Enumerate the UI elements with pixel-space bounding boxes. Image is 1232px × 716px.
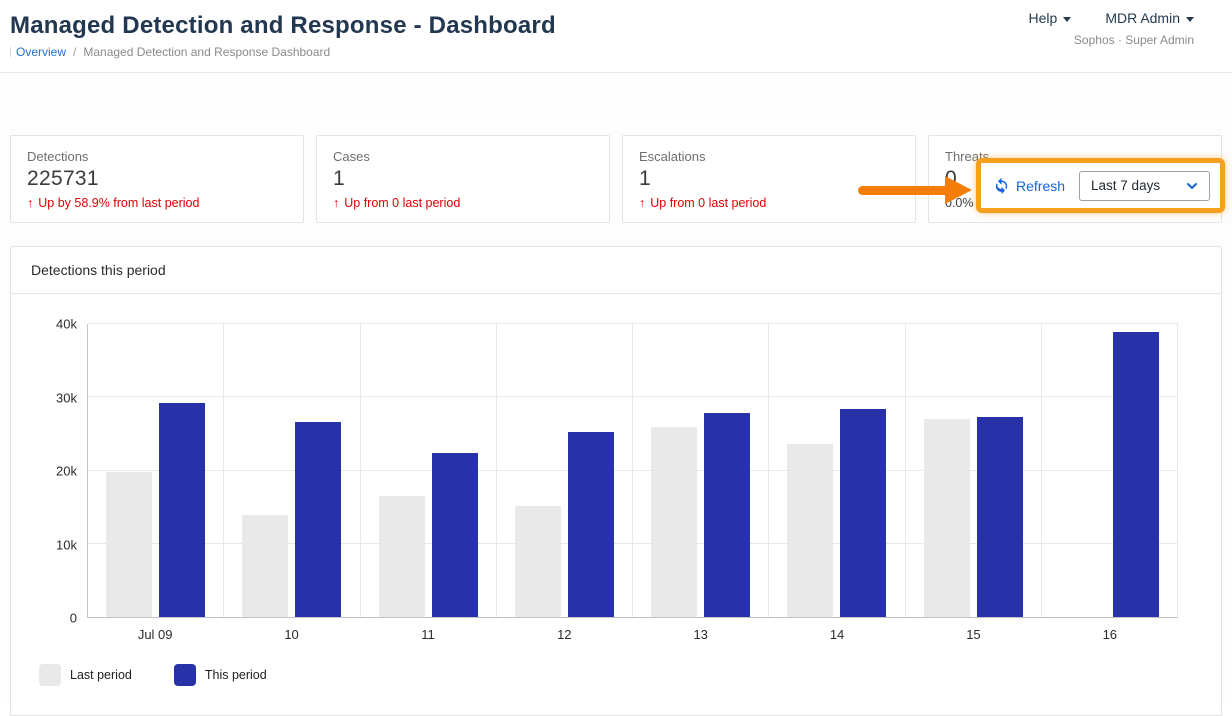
detections-bar-chart: 0 10k 20k 30k 40k Jul 09 10 11 12 13 14 15 16 <box>11 294 1221 650</box>
bar-last-period <box>787 444 834 617</box>
x-tick-label: Jul 09 <box>137 626 173 642</box>
bar-last-period <box>106 471 153 617</box>
content-area: Refresh Last 7 days Detections 225731 Up… <box>0 73 1232 716</box>
legend-item: This period <box>173 664 267 686</box>
bar-last-period <box>514 505 561 617</box>
bar-this-period <box>431 452 478 617</box>
refresh-button[interactable]: Refresh <box>993 177 1065 194</box>
account-menu[interactable]: MDR Admin <box>1105 10 1194 26</box>
period-dropdown[interactable]: Last 7 days <box>1079 170 1210 201</box>
bar-group <box>906 324 1042 617</box>
x-tick-label: 13 <box>693 626 708 642</box>
breadcrumb-link-overview[interactable]: Overview <box>16 45 67 59</box>
bar-group <box>88 324 225 617</box>
breadcrumb-current: Managed Detection and Response Dashboard <box>83 45 331 59</box>
help-menu-label: Help <box>1028 10 1058 26</box>
legend-label: This period <box>204 668 267 682</box>
annotation-arrow-shaft <box>858 185 946 195</box>
card-delta: Up by 58.9% from last period <box>27 196 287 210</box>
chevron-down-icon <box>1186 16 1194 22</box>
x-tick-label: 14 <box>829 626 845 642</box>
breadcrumb: Overview / Managed Detection and Respons… <box>10 45 1232 59</box>
page-title: Managed Detection and Response - Dashboa… <box>10 12 556 39</box>
help-menu[interactable]: Help <box>1029 10 1072 26</box>
bar-last-period <box>923 419 970 617</box>
y-tick-label: 20k <box>56 463 77 479</box>
stat-card-escalations: Escalations 1 Up from 0 last period <box>622 135 916 223</box>
y-axis: 0 10k 20k 30k 40k <box>35 317 87 626</box>
x-tick-label: 15 <box>966 626 981 642</box>
x-axis-labels: Jul 09 10 11 12 13 14 15 16 <box>87 618 1178 650</box>
chevron-down-icon <box>1187 182 1197 189</box>
y-tick-label: 40k <box>56 316 77 332</box>
annotation-highlight-box: Refresh Last 7 days <box>976 158 1225 213</box>
chevron-down-icon <box>1063 16 1072 22</box>
account-menu-label: MDR Admin <box>1105 10 1180 26</box>
header-right: Help MDR Admin Sophos · Super Admin <box>1029 10 1194 47</box>
card-label: Cases <box>333 149 370 164</box>
plot-area <box>87 323 1178 618</box>
card-label: Escalations <box>639 149 706 164</box>
horizontal-gridline <box>88 396 1178 398</box>
horizontal-gridline <box>88 469 1178 471</box>
y-tick-label: 0 <box>69 610 77 626</box>
stat-card-cases: Cases 1 Up from 0 last period <box>316 135 610 223</box>
refresh-label: Refresh <box>1016 177 1066 194</box>
card-delta: Up from 0 last period <box>639 196 899 210</box>
bar-group <box>361 324 497 617</box>
bar-last-period <box>378 496 425 617</box>
refresh-icon <box>995 177 1008 194</box>
bar-this-period <box>567 432 614 617</box>
y-tick-label: 30k <box>56 390 77 405</box>
bar-this-period <box>159 403 206 617</box>
x-tick-label: 16 <box>1102 626 1118 642</box>
card-label: Detections <box>27 149 89 164</box>
detections-chart-panel: Detections this period 0 10k 20k 30k 40k Jul… <box>10 246 1222 716</box>
chart-legend: Last period This period <box>11 650 1221 686</box>
chart-panel-title: Detections this period <box>11 247 1221 294</box>
legend-label: Last period <box>70 668 132 682</box>
card-value: 1 <box>639 167 651 190</box>
plot-column: Jul 09 10 11 12 13 14 15 16 <box>87 323 1178 650</box>
bar-this-period <box>840 408 887 617</box>
bar-group <box>769 324 906 617</box>
legend-swatch <box>39 664 61 686</box>
page-header: Managed Detection and Response - Dashboa… <box>0 0 1232 73</box>
bar-group <box>1042 324 1178 617</box>
horizontal-gridline <box>88 323 1178 324</box>
bar-last-period <box>242 515 289 617</box>
bar-group <box>633 324 770 617</box>
bar-this-period <box>976 417 1023 617</box>
y-tick-label: 10k <box>56 537 77 552</box>
x-tick-label: 11 <box>421 626 435 642</box>
legend-item: Last period <box>39 664 132 686</box>
card-value: 1 <box>333 167 345 190</box>
period-dropdown-value: Last 7 days <box>1091 178 1161 193</box>
horizontal-gridline <box>88 542 1178 544</box>
x-tick-label: 12 <box>557 626 572 642</box>
breadcrumb-tick <box>10 47 11 57</box>
card-value: 225731 <box>27 167 99 190</box>
stat-card-detections: Detections 225731 Up by 58.9% from last … <box>10 135 304 223</box>
bar-this-period <box>295 422 342 617</box>
breadcrumb-separator: / <box>73 45 77 59</box>
card-delta: Up from 0 last period <box>333 196 593 210</box>
bar-this-period <box>1112 332 1159 617</box>
bar-group <box>497 324 633 617</box>
legend-swatch <box>173 664 196 686</box>
annotation-arrow <box>858 176 972 204</box>
bar-group <box>224 324 361 617</box>
annotation-arrow-head <box>945 176 972 204</box>
x-tick-label: 10 <box>284 626 299 642</box>
account-subtitle: Sophos · Super Admin <box>1073 33 1194 47</box>
bar-last-period <box>651 427 698 617</box>
bar-this-period <box>704 413 751 617</box>
